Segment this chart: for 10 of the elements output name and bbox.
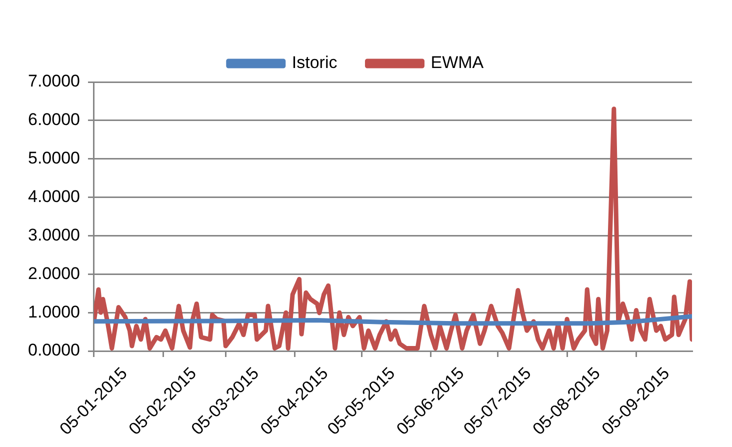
- y-tick-label: 6.0000: [28, 110, 80, 130]
- y-tick-label: 5.0000: [28, 148, 80, 168]
- y-tick-label: 7.0000: [28, 72, 80, 91]
- legend-label: EWMA: [430, 53, 484, 72]
- y-tick-label: 0.0000: [28, 340, 80, 360]
- y-tick-label: 2.0000: [28, 264, 80, 283]
- y-tick-label: 1.0000: [28, 302, 80, 322]
- legend-label: Istoric: [292, 53, 338, 72]
- y-tick-label: 3.0000: [28, 225, 80, 244]
- y-tick-label: 4.0000: [28, 186, 80, 206]
